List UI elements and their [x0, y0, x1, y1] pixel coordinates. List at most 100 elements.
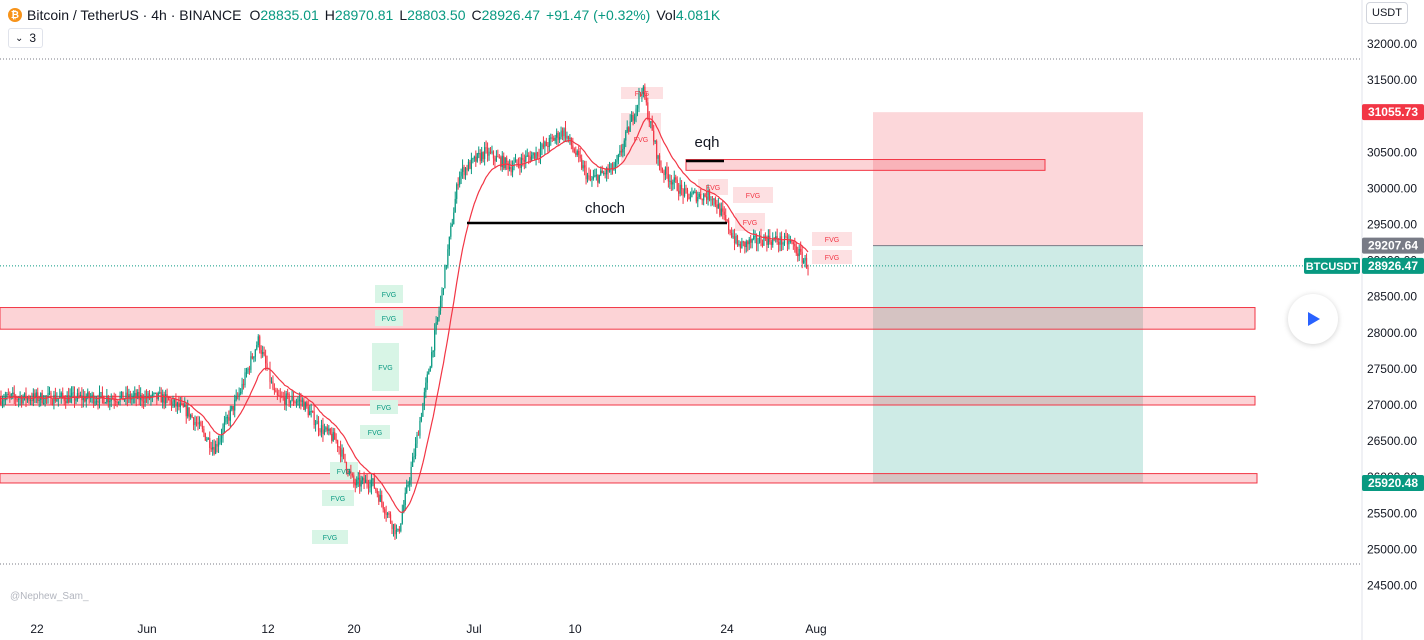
candle-body [545, 141, 547, 147]
candle-body [750, 239, 752, 243]
candle-body [506, 157, 508, 163]
candle-body [772, 238, 774, 245]
candle-body [559, 136, 561, 140]
candle-body [329, 428, 331, 434]
candle-body [786, 236, 789, 245]
eqh-zone [685, 159, 1046, 171]
candle-body [651, 121, 653, 131]
indicators-toggle-button[interactable]: ⌄ 3 [8, 28, 44, 48]
candle-body [91, 394, 93, 398]
change-value: +91.47 (+0.32%) [546, 7, 651, 23]
candle-body [116, 402, 118, 404]
candle-body [213, 447, 215, 454]
replay-play-button[interactable] [1288, 294, 1338, 344]
candle-body [788, 240, 790, 245]
candle-body [232, 406, 234, 411]
candle-body [165, 394, 167, 404]
candle-body [215, 443, 217, 454]
candle-body [392, 524, 395, 530]
candle-body [95, 401, 98, 403]
candle-body [623, 140, 625, 149]
candle-body [794, 244, 796, 247]
fvg-label: FVG [382, 316, 396, 323]
y-tick-label: 26500.00 [1367, 434, 1417, 448]
candle-body [625, 131, 627, 141]
candle-body [406, 485, 408, 493]
candle-body [676, 179, 678, 191]
candle-body [378, 494, 380, 502]
candle-body [93, 394, 95, 404]
fvg-label: FVG [706, 185, 720, 192]
candle-body [494, 158, 496, 162]
candle-body [269, 368, 271, 382]
candle-body [414, 443, 417, 457]
candle-body [391, 522, 393, 530]
candle-body [328, 428, 330, 431]
currency-button[interactable]: USDT [1366, 2, 1408, 24]
candle-body [413, 456, 415, 458]
support-resistance-zone [0, 395, 1256, 406]
candle-body [279, 395, 281, 397]
candle-body [481, 152, 483, 162]
candle-body [798, 248, 800, 257]
fvg-label: FVG [382, 292, 396, 299]
candle-body [619, 150, 621, 155]
candle-body [144, 396, 146, 403]
candle-body [384, 509, 386, 514]
candle-body [182, 403, 184, 407]
candle-body [337, 440, 339, 448]
candle-body [297, 400, 299, 403]
fvg-label: FVG [635, 91, 649, 98]
x-tick-label: Jun [137, 622, 156, 636]
symbol-title[interactable]: Bitcoin / TetherUS · 4h · BINANCE [27, 7, 242, 23]
candle-body [573, 149, 575, 153]
candle-body [44, 396, 46, 403]
candle-body [148, 393, 151, 399]
candle-body [70, 393, 73, 396]
candle-body [795, 246, 797, 254]
candle-body [782, 242, 784, 245]
candle-body [692, 192, 694, 194]
candle-body [657, 155, 659, 159]
candle-body [557, 132, 559, 140]
candle-body [72, 392, 74, 394]
candle-body [500, 157, 502, 167]
y-tick-label: 31500.00 [1367, 73, 1417, 87]
fvg-box [312, 530, 348, 544]
candle-body [38, 399, 40, 401]
y-tick-label: 25000.00 [1367, 542, 1417, 556]
take-profit-zone [873, 245, 1143, 483]
candle-body [162, 394, 164, 403]
candle-body [464, 168, 467, 176]
candle-body [728, 220, 730, 231]
candle-body [310, 411, 312, 413]
candle-body [589, 175, 592, 180]
candle-body [570, 137, 572, 146]
candle-body [673, 177, 675, 183]
candle-body [3, 399, 5, 402]
candle-body [306, 402, 308, 407]
candle-body [641, 93, 643, 95]
candle-body [801, 251, 803, 263]
candle-body [563, 128, 565, 137]
candle-body [347, 470, 349, 474]
candle-body [75, 399, 77, 401]
candle-body [775, 236, 777, 240]
candle-body [514, 159, 517, 163]
candle-body [201, 425, 203, 429]
fvg-box [360, 425, 390, 439]
candle-body [778, 241, 780, 245]
open-label: O [249, 7, 261, 23]
candle-body [22, 397, 24, 404]
candle-body [342, 449, 345, 454]
candle-body [334, 432, 336, 440]
candle-body [591, 178, 593, 180]
candle-body [745, 241, 747, 248]
candle-body [69, 395, 71, 403]
support-resistance-zone [0, 307, 1256, 330]
candle-body [353, 475, 355, 484]
candle-body [426, 374, 428, 383]
candle-body [595, 175, 597, 177]
fvg-box [372, 343, 399, 391]
